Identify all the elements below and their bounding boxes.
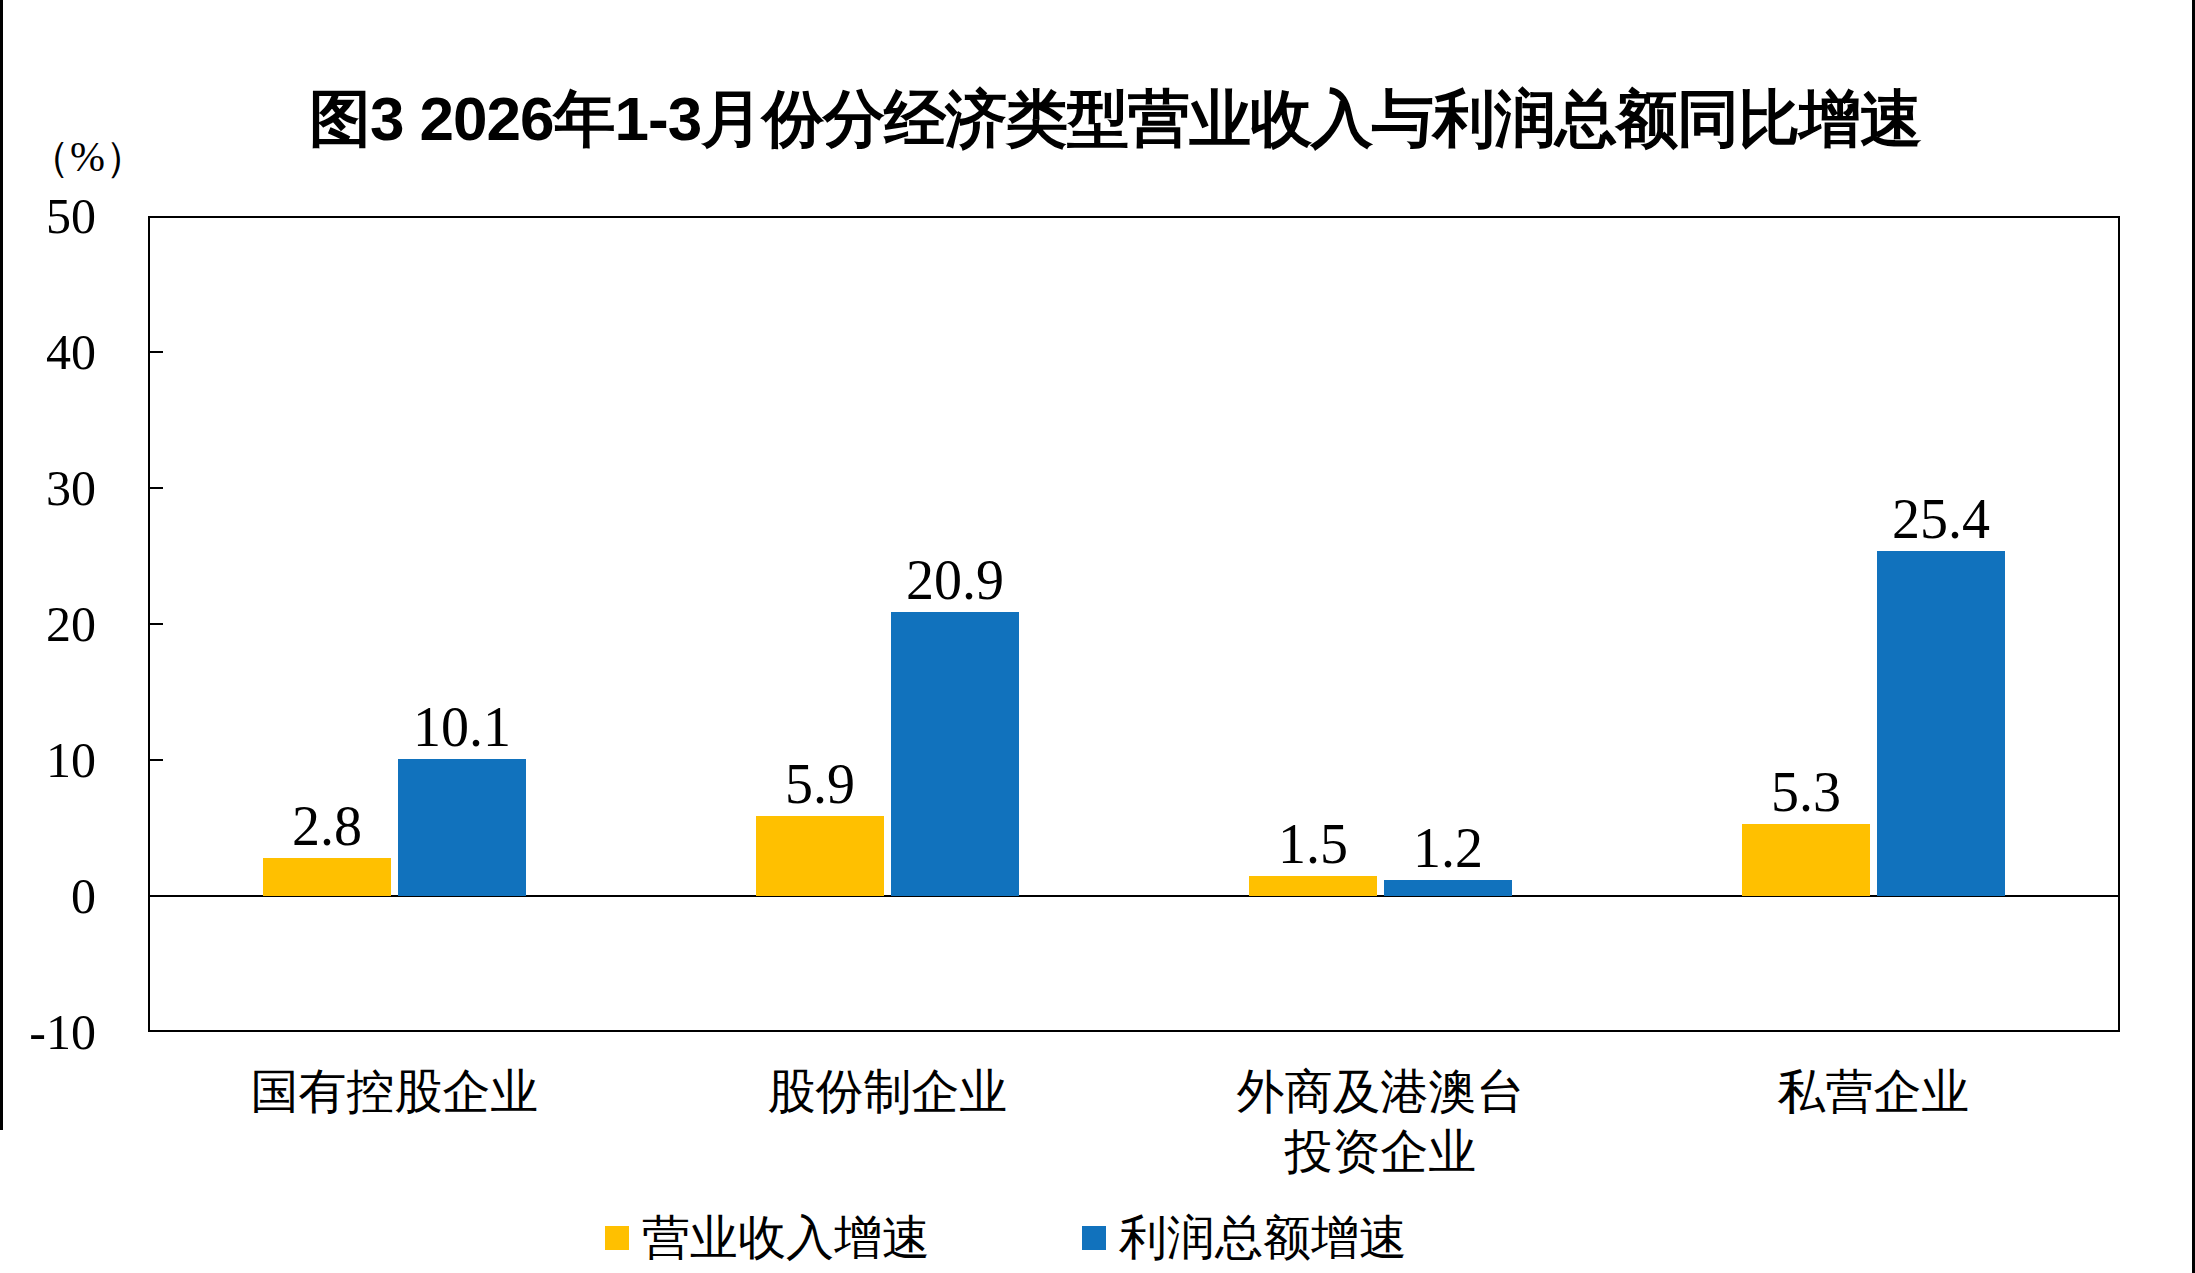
y-axis-tick-label: 10 — [0, 735, 96, 785]
y-axis-tick-mark — [150, 623, 163, 625]
legend-item-revenue: 营业收入增速 — [605, 1212, 930, 1264]
bar-value-label: 1.5 — [1278, 816, 1348, 872]
y-axis-tick-mark — [150, 351, 163, 353]
category-label-line: 投资企业 — [1081, 1122, 1681, 1182]
bar-profit-1 — [891, 612, 1019, 896]
bar-revenue-2 — [1249, 876, 1377, 896]
y-axis-tick-mark — [150, 487, 163, 489]
y-axis-tick-label: -10 — [0, 1007, 96, 1057]
bar-value-label: 1.2 — [1413, 820, 1483, 876]
legend-swatch-revenue-icon — [605, 1226, 629, 1250]
bar-value-label: 2.8 — [292, 798, 362, 854]
legend-label-revenue: 营业收入增速 — [642, 1212, 930, 1264]
chart-page: 图3 2026年1-3月份分经济类型营业收入与利润总额同比增速 （%） 50 40… — [0, 0, 2195, 1273]
bar-profit-2 — [1384, 880, 1512, 896]
bar-profit-3 — [1877, 551, 2005, 896]
y-axis-unit-label: （%） — [28, 136, 147, 178]
y-axis-tick-label: 0 — [0, 871, 96, 921]
bar-value-label: 10.1 — [413, 699, 511, 755]
y-axis-tick-label: 50 — [0, 191, 96, 241]
bar-value-label: 5.3 — [1771, 764, 1841, 820]
bar-profit-0 — [398, 759, 526, 896]
legend-item-profit: 利润总额增速 — [1082, 1212, 1407, 1264]
bar-revenue-1 — [756, 816, 884, 896]
legend-label-profit: 利润总额增速 — [1119, 1212, 1407, 1264]
plot-area — [148, 216, 2120, 1032]
bar-value-label: 20.9 — [906, 552, 1004, 608]
y-axis-tick-label: 30 — [0, 463, 96, 513]
y-axis-tick-label: 40 — [0, 327, 96, 377]
y-axis-tick-mark — [150, 759, 163, 761]
y-axis-tick-label: 20 — [0, 599, 96, 649]
legend-swatch-profit-icon — [1082, 1226, 1106, 1250]
bar-revenue-0 — [263, 858, 391, 896]
chart-title: 图3 2026年1-3月份分经济类型营业收入与利润总额同比增速 — [100, 88, 2130, 150]
category-label-3: 私营企业 — [1574, 1062, 2174, 1122]
bar-value-label: 25.4 — [1892, 491, 1990, 547]
bar-value-label: 5.9 — [785, 756, 855, 812]
category-label-line: 私营企业 — [1574, 1062, 2174, 1122]
page-border-left — [0, 0, 3, 1130]
bar-revenue-3 — [1742, 824, 1870, 896]
